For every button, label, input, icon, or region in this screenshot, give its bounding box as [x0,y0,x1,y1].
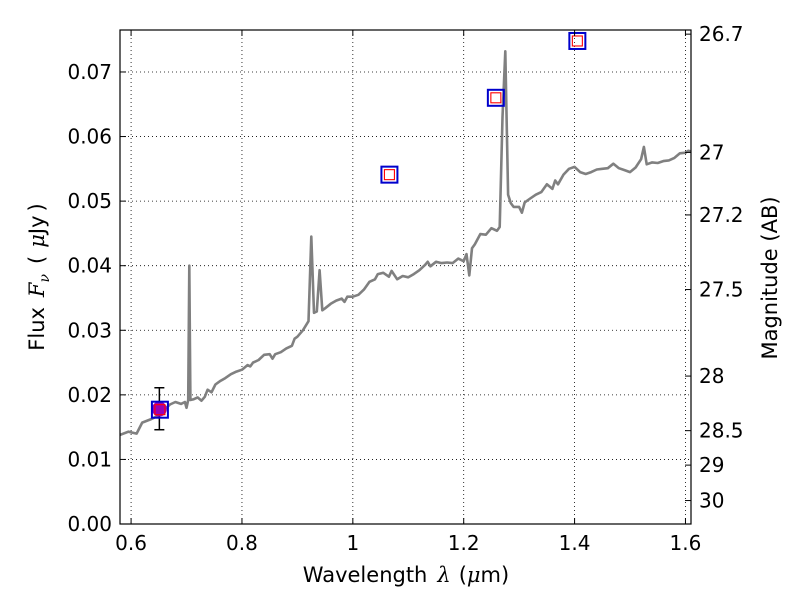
y-axis-label-prefix: Flux [25,307,49,351]
x-axis-label-prefix: Wavelength [303,563,428,587]
plot-frame [119,29,692,525]
y-axis-label-mu: μ [25,234,49,248]
x-tick-label: 0.6 [115,531,147,555]
photometry-box-inner [571,35,583,47]
marker-layer [150,31,587,431]
x-axis-label-mu: μ [467,563,481,587]
x-axis-label-unit: m) [481,563,510,587]
photometry-box-inner [154,404,166,416]
y2-axis-label: Magnitude (AB) [758,196,782,359]
x-axis-label: Wavelength λ (μm) [303,563,509,587]
y2-tick-label: 26.7 [699,22,744,46]
y-axis-label-unit: Jy [25,215,49,236]
y2-tick-label: 28 [699,364,724,388]
y2-tick-label: 29 [699,453,724,477]
x-tick-label: 1.4 [559,531,591,555]
x-tick-label: 1.2 [448,531,480,555]
x-axis-label-paren: ( [459,563,467,587]
y-tick-label: 0.02 [67,383,112,407]
photometry-box [568,31,587,50]
y-axis-label: Flux Fν ( μJy) [25,203,53,350]
x-tick-label: 1 [346,531,359,555]
photometry-box [150,400,169,419]
photometry-box [380,165,399,184]
y-axis-label-paren-close: ) [25,203,49,211]
x-tick-label: 0.8 [226,531,258,555]
x-axis-label-symbol: λ [436,563,450,587]
photometry-box-inner [490,92,502,104]
y2-tick-label: 30 [699,489,724,513]
photometry-box-inner [383,169,395,181]
y2-tick-label: 27 [699,140,724,164]
y2-tick-label: 28.5 [699,419,744,443]
y-tick-label: 0.04 [67,254,112,278]
plot-area [120,50,691,437]
y-tick-label: 0.06 [67,125,112,149]
y2-tick-label: 27.5 [699,278,744,302]
x-tick-label: 1.6 [670,531,702,555]
axes: 0.6 0.8 1 1.2 1.4 1.6 0.00 0.01 0.02 0.03 0.04 0.05… [67,22,743,555]
measured-point [151,401,167,417]
y-tick-label: 0.03 [67,318,112,342]
y-tick-label: 0.01 [67,447,112,471]
spectrum-line [120,50,691,437]
y2-tick-label: 27.2 [699,203,744,227]
photometry-box [486,88,505,107]
y-tick-label: 0.07 [67,60,112,84]
y-axis-label-paren-open: ( [25,256,49,264]
y-axis-label-symbol: F [25,281,49,298]
y-tick-label: 0.00 [67,512,112,536]
y-axis-label-subscript: ν [37,273,53,282]
y-tick-label: 0.05 [67,189,112,213]
